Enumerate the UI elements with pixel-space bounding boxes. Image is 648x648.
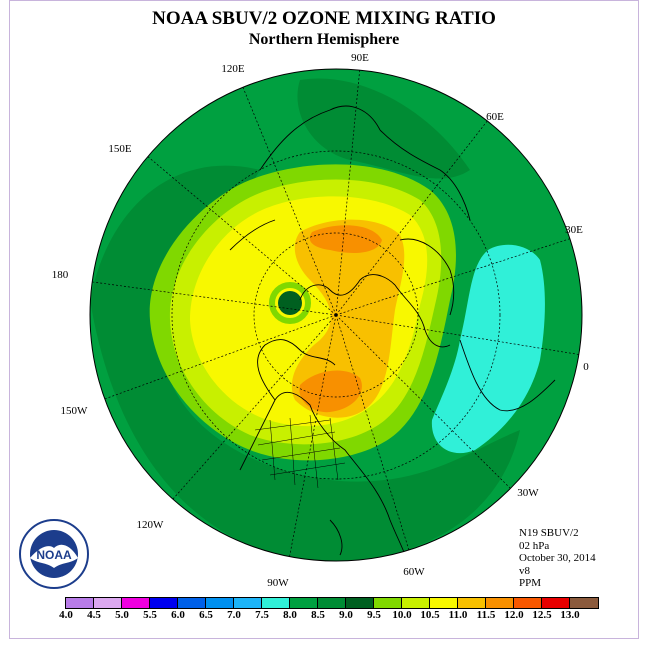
colorbar-tick-label: 6.0 xyxy=(171,609,185,621)
colorbar-tick-label: 7.0 xyxy=(227,609,241,621)
ozone-low-spot-ring xyxy=(269,282,311,324)
coastlines xyxy=(229,105,556,561)
lon-label-60e: 60E xyxy=(486,111,504,123)
colorbar-tick-label: 10.0 xyxy=(392,609,412,621)
lon-label-120w: 120W xyxy=(137,519,165,531)
us-states xyxy=(254,414,346,489)
lon-label-150w: 150W xyxy=(61,405,89,417)
ozone-11-5-region-b xyxy=(299,370,362,413)
colorbar-tick-label: 7.5 xyxy=(255,609,269,621)
colorbar-swatch xyxy=(290,598,318,608)
ozone-8-0-region xyxy=(431,244,545,454)
pressure-level: 02 hPa xyxy=(519,539,550,552)
colorbar-swatch xyxy=(318,598,346,608)
colorbar-tick-label: 9.0 xyxy=(339,609,353,621)
figure-frame xyxy=(9,0,639,639)
colorbar-tick-label: 4.5 xyxy=(87,609,101,621)
lon-label-90w: 90W xyxy=(267,577,289,589)
ozone-11-0-region xyxy=(291,219,405,418)
lon-label-30e: 30E xyxy=(565,224,583,236)
colorbar-tick-label: 10.5 xyxy=(420,609,440,621)
lon-label-180: 180 xyxy=(52,269,69,281)
colorbar-swatch xyxy=(542,598,570,608)
satellite-label: N19 SBUV/2 xyxy=(519,527,579,539)
colorbar-ticks: 4.0 4.5 5.0 5.5 6.0 6.5 7.0 7.5 8.0 8.5 9.0 9.5 10.0… xyxy=(52,609,592,623)
map-title: NOAA SBUV/2 OZONE MIXING RATIO xyxy=(152,8,496,29)
meridians xyxy=(90,69,582,561)
colorbar-tick-label: 9.5 xyxy=(367,609,381,621)
colorbar-swatch xyxy=(514,598,542,608)
date-label: October 30, 2014 xyxy=(519,552,596,564)
colorbar-swatch xyxy=(234,598,262,608)
colorbar-tick-label: 5.0 xyxy=(115,609,129,621)
colorbar-tick-label: 13.0 xyxy=(560,609,580,621)
colorbar xyxy=(65,597,599,609)
lon-label-150e: 150E xyxy=(108,143,132,155)
noaa-logo-text: NOAA xyxy=(36,548,72,562)
units-label: PPM xyxy=(519,577,542,589)
colorbar-tick-label: 8.5 xyxy=(311,609,325,621)
lon-label-120e: 120E xyxy=(221,63,245,75)
colorbar-swatch xyxy=(486,598,514,608)
colorbar-swatch xyxy=(346,598,374,608)
colorbar-swatch xyxy=(122,598,150,608)
colorbar-swatch xyxy=(570,598,598,608)
colorbar-tick-label: 11.0 xyxy=(448,609,468,621)
lon-label-60w: 60W xyxy=(403,566,425,578)
version-label: v8 xyxy=(519,564,530,577)
ozone-11-5-region-a xyxy=(309,225,382,253)
colorbar-tick-label: 4.0 xyxy=(59,609,73,621)
map-boundary xyxy=(89,68,583,562)
colorbar-tick-label: 11.5 xyxy=(476,609,496,621)
colorbar-swatch xyxy=(150,598,178,608)
colorbar-tick-label: 12.0 xyxy=(504,609,524,621)
colorbar-tick-label: 5.5 xyxy=(143,609,157,621)
colorbar-swatch xyxy=(94,598,122,608)
colorbar-swatch xyxy=(430,598,458,608)
colorbar-swatch xyxy=(66,598,94,608)
map-subtitle: Northern Hemisphere xyxy=(248,31,400,48)
colorbar-swatch xyxy=(402,598,430,608)
colorbar-swatch xyxy=(374,598,402,608)
ozone-9-0-region-north xyxy=(297,78,470,179)
colorbar-swatch xyxy=(178,598,206,608)
lon-label-90e: 90E xyxy=(351,52,369,64)
colorbar-tick-label: 12.5 xyxy=(532,609,552,621)
colorbar-tick-label: 6.5 xyxy=(199,609,213,621)
colorbar-swatch xyxy=(262,598,290,608)
colorbar-tick-label: 8.0 xyxy=(283,609,297,621)
noaa-logo: NOAA xyxy=(19,519,89,589)
lon-label-30w: 30W xyxy=(517,487,539,499)
latitude-circles xyxy=(171,150,501,480)
data-info: N19 SBUV/2 02 hPa October 30, 2014 v8 PP… xyxy=(519,527,596,590)
colorbar-swatch xyxy=(206,598,234,608)
lon-label-0: 0 xyxy=(583,361,589,373)
ozone-low-spot xyxy=(278,291,302,315)
colorbar-swatch xyxy=(458,598,486,608)
ozone-9-0-region xyxy=(90,165,520,561)
